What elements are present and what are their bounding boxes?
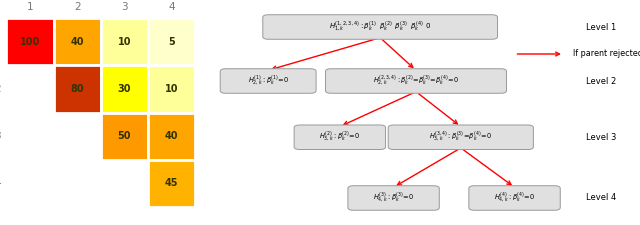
Bar bbox=[101, 65, 148, 112]
Text: 2: 2 bbox=[0, 84, 1, 94]
Bar bbox=[148, 18, 195, 65]
Text: 30: 30 bbox=[118, 84, 131, 94]
Text: 10: 10 bbox=[165, 84, 179, 94]
FancyBboxPatch shape bbox=[294, 125, 385, 149]
Bar bbox=[101, 18, 148, 65]
FancyBboxPatch shape bbox=[263, 15, 497, 39]
Bar bbox=[54, 18, 100, 65]
FancyBboxPatch shape bbox=[326, 69, 506, 93]
Text: $H_{2,k}^{(2,3,4)}: \beta_k^{(2)}\!=\!\beta_k^{(3)}\!=\!\beta_k^{(4)}\!=\!0$: $H_{2,k}^{(2,3,4)}: \beta_k^{(2)}\!=\!\b… bbox=[373, 74, 459, 88]
Text: 4: 4 bbox=[168, 2, 175, 12]
Bar bbox=[148, 65, 195, 112]
Text: 4: 4 bbox=[0, 178, 1, 188]
Text: 2: 2 bbox=[74, 2, 81, 12]
Bar bbox=[148, 112, 195, 160]
Text: $H_{4,k}^{(4)}: \beta_k^{(4)}\!=\!0$: $H_{4,k}^{(4)}: \beta_k^{(4)}\!=\!0$ bbox=[494, 191, 535, 205]
Text: $H_{2,k}^{(1)}: \beta_k^{(1)}\!=\!0$: $H_{2,k}^{(1)}: \beta_k^{(1)}\!=\!0$ bbox=[248, 74, 289, 88]
Text: 3: 3 bbox=[0, 131, 1, 141]
Text: 1: 1 bbox=[27, 2, 33, 12]
Text: 10: 10 bbox=[118, 37, 131, 47]
Text: $H_{3,k}^{(2)}: \beta_k^{(2)}\!=\!0$: $H_{3,k}^{(2)}: \beta_k^{(2)}\!=\!0$ bbox=[319, 130, 360, 144]
Bar bbox=[101, 112, 148, 160]
FancyBboxPatch shape bbox=[348, 186, 439, 210]
Text: Level 2: Level 2 bbox=[586, 76, 616, 86]
Text: Level 4: Level 4 bbox=[586, 194, 616, 202]
FancyBboxPatch shape bbox=[388, 125, 533, 149]
FancyBboxPatch shape bbox=[469, 186, 560, 210]
Text: $H_{1,k}^{(1,2,3,4)}: \beta_k^{(1)} \enspace \beta_k^{(2)} \enspace \beta_k^{(3): $H_{1,k}^{(1,2,3,4)}: \beta_k^{(1)} \ens… bbox=[329, 20, 431, 34]
Text: 40: 40 bbox=[70, 37, 84, 47]
Text: 3: 3 bbox=[121, 2, 128, 12]
Text: Level 3: Level 3 bbox=[586, 133, 616, 142]
Text: 100: 100 bbox=[20, 37, 40, 47]
Text: $H_{4,k}^{(3)}: \beta_k^{(3)}\!=\!0$: $H_{4,k}^{(3)}: \beta_k^{(3)}\!=\!0$ bbox=[373, 191, 414, 205]
Text: 80: 80 bbox=[70, 84, 84, 94]
Text: 45: 45 bbox=[165, 178, 179, 188]
Text: 50: 50 bbox=[118, 131, 131, 141]
FancyBboxPatch shape bbox=[220, 69, 316, 93]
Text: $H_{3,k}^{(3,4)}: \beta_k^{(3)}\!=\!\beta_k^{(4)}\!=\!0$: $H_{3,k}^{(3,4)}: \beta_k^{(3)}\!=\!\bet… bbox=[429, 130, 492, 144]
Bar bbox=[6, 18, 54, 65]
Text: 1: 1 bbox=[0, 37, 1, 47]
Text: 40: 40 bbox=[165, 131, 179, 141]
Text: Level 1: Level 1 bbox=[586, 22, 616, 32]
Bar bbox=[54, 65, 100, 112]
Bar bbox=[148, 160, 195, 207]
Text: 5: 5 bbox=[168, 37, 175, 47]
Text: If parent rejected: If parent rejected bbox=[573, 50, 640, 58]
